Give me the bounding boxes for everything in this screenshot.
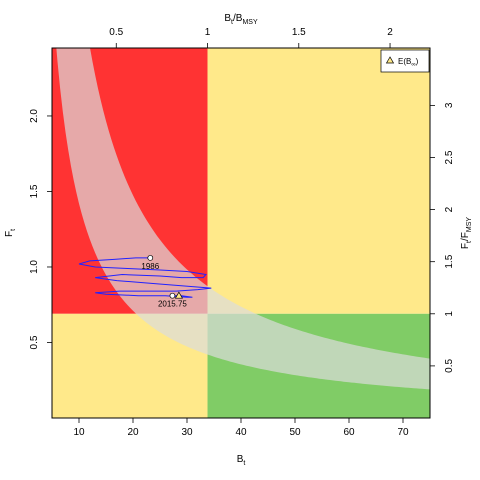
right-tick-label: 1.5 bbox=[444, 254, 455, 268]
plot-area: 1986 2015.75 bbox=[52, 48, 430, 418]
x-axis-top: 0.5 1 1.5 2 bbox=[109, 27, 393, 48]
biomass-fishing-trajectory bbox=[78, 257, 212, 298]
legend-box bbox=[380, 49, 430, 73]
y-tick-label: 1.5 bbox=[29, 184, 40, 198]
end-point-marker bbox=[169, 292, 176, 299]
start-year-label: 1986 bbox=[141, 262, 159, 271]
expected-biomass-marker bbox=[174, 291, 184, 299]
end-year-label: 2015.75 bbox=[158, 300, 187, 309]
legend-label: E(B∞) bbox=[398, 57, 419, 68]
top-axis-title: Bt/BMSY bbox=[224, 13, 258, 26]
right-tick-label: 2.5 bbox=[444, 150, 455, 164]
legend: E(B∞) bbox=[380, 49, 430, 73]
right-tick-label: 1 bbox=[444, 311, 455, 317]
x-axis-bottom: 10 20 30 40 50 60 70 bbox=[73, 418, 409, 438]
top-tick-label: 0.5 bbox=[109, 27, 123, 38]
y-axis-left: 0.5 1.0 1.5 2.0 bbox=[29, 109, 52, 349]
y-tick-label: 2.0 bbox=[29, 109, 40, 123]
start-point-marker bbox=[147, 255, 154, 261]
svg-text:Ft/FMSY: Ft/FMSY bbox=[460, 217, 473, 249]
x-tick-label: 60 bbox=[343, 427, 355, 438]
y-tick-label: 0.5 bbox=[29, 335, 40, 349]
legend-triangle-icon bbox=[385, 56, 395, 64]
x-tick-label: 20 bbox=[127, 427, 139, 438]
x-tick-label: 40 bbox=[235, 427, 247, 438]
top-tick-label: 1 bbox=[205, 27, 211, 38]
x-tick-label: 10 bbox=[73, 427, 85, 438]
right-tick-label: 3 bbox=[444, 102, 455, 108]
svg-text:Ft: Ft bbox=[4, 229, 17, 237]
x-tick-label: 50 bbox=[289, 427, 301, 438]
top-tick-label: 1.5 bbox=[292, 27, 306, 38]
right-tick-label: 0.5 bbox=[444, 359, 455, 373]
y-tick-label: 1.0 bbox=[29, 260, 40, 274]
top-tick-label: 2 bbox=[387, 27, 393, 38]
x-tick-label: 70 bbox=[397, 427, 409, 438]
right-axis-title: Ft/FMSY bbox=[460, 217, 473, 249]
y-axis-title: Ft bbox=[4, 229, 17, 237]
x-axis-title: Bt bbox=[237, 454, 246, 467]
x-tick-label: 30 bbox=[181, 427, 193, 438]
y-axis-right: 0.5 1 1.5 2 2.5 3 bbox=[430, 102, 455, 373]
msy-uncertainty-band bbox=[56, 48, 430, 390]
right-tick-label: 2 bbox=[444, 206, 455, 212]
zone-yellow-overfishing bbox=[207, 48, 430, 314]
